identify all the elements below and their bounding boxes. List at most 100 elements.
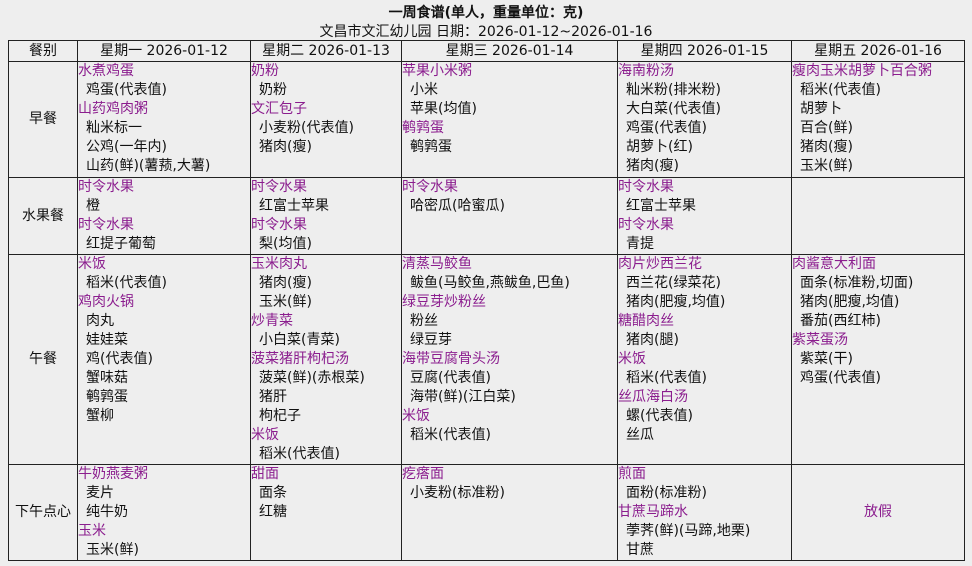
ingredient-item: 奶粉 [259,82,287,98]
dish-name: 时令水果 [78,217,134,233]
dish-name: 牛奶燕麦粥 [78,466,148,482]
holiday-label: 放假 [791,464,965,561]
dish-name: 炒青菜 [251,313,293,329]
dish-name: 瘦肉玉米胡萝卜百合粥 [792,63,932,79]
dish-name: 玉米肉丸 [251,256,307,272]
ingredient-item: 蟹味菇 [86,370,128,386]
menu-cell: 水煮鸡蛋 鸡蛋(代表值) 山药鸡肉粥 籼米标一 公鸡(一年内) 山药(鲜)(薯蓣,大薯) [77,61,251,178]
meal-row: 早餐 水煮鸡蛋 鸡蛋(代表值) 山药鸡肉粥 籼米标一 公鸡(一年内) 山药(鲜)(薯蓣,大薯… [8,61,965,178]
ingredient-item: 麦片 [86,485,114,501]
ingredient-item: 鸡蛋(代表值) [626,120,707,136]
dish-name: 肉片炒西兰花 [618,256,702,272]
ingredient-item: 玉米(鲜) [800,158,853,174]
ingredient-item: 玉米(鲜) [86,542,139,558]
ingredient-item: 小麦粉(代表值) [259,120,354,136]
day-header: 星期四 2026-01-15 [617,40,792,62]
ingredient-item: 胡萝卜 [800,101,842,117]
ingredient-item: 海带(鲜)(江白菜) [410,389,516,405]
ingredient-item: 稻米(代表值) [259,446,340,462]
menu-cell: 海南粉汤 籼米粉(排米粉) 大白菜(代表值) 鸡蛋(代表值) 胡萝卜(红) 猪肉(瘦) [617,61,792,178]
ingredient-item: 大白菜(代表值) [626,101,721,117]
dish-name: 紫菜蛋汤 [792,332,848,348]
ingredient-item: 玉米(鲜) [259,294,312,310]
ingredient-item: 猪肉(瘦) [259,139,312,155]
ingredient-item: 鸡蛋(代表值) [800,370,881,386]
dish-name: 时令水果 [618,217,674,233]
ingredient-item: 猪肉(瘦) [800,139,853,155]
dish-name: 时令水果 [78,179,134,195]
dish-name: 清蒸马鲛鱼 [402,256,472,272]
menu-cell: 时令水果哈密瓜(哈蜜瓜) [401,177,618,255]
ingredient-item: 哈密瓜(哈蜜瓜) [410,198,505,214]
menu-cell: 奶粉 奶粉 文汇包子 小麦粉(代表值) 猪肉(瘦) [250,61,402,178]
ingredient-item: 猪肉(瘦) [626,158,679,174]
day-header: 星期一 2026-01-12 [77,40,251,62]
dish-name: 米饭 [78,256,106,272]
ingredient-item: 面条(标准粉,切面) [800,275,914,291]
dish-name: 米饭 [251,427,279,443]
ingredient-item: 甘蔗 [626,542,654,558]
ingredient-item: 猪肉(肥瘦,均值) [626,294,726,310]
dish-name: 鸡肉火锅 [78,294,134,310]
menu-cell: 玉米肉丸 猪肉(瘦) 玉米(鲜) 炒青菜 小白菜(青菜) 菠菜猪肝枸杞汤 菠菜(鲜)(赤根菜… [250,254,402,465]
ingredient-item: 籼米粉(排米粉) [626,82,721,98]
dish-name: 时令水果 [251,217,307,233]
day-header: 星期二 2026-01-13 [250,40,402,62]
ingredient-item: 豆腐(代表值) [410,370,491,386]
ingredient-item: 红糖 [259,504,287,520]
ingredient-item: 猪肉(腿) [626,332,679,348]
menu-cell [791,177,965,255]
page-subtitle: 文昌市文汇幼儿园 日期：2026-01-12~2026-01-16 [319,24,653,40]
ingredient-item: 粉丝 [410,313,438,329]
ingredient-item: 鹌鹑蛋 [86,389,128,405]
weekly-menu-table: 餐别 星期一 2026-01-12 星期二 2026-01-13 星期三 202… [8,40,965,561]
ingredient-item: 梨(均值) [259,236,312,252]
dish-name: 疙瘩面 [402,466,444,482]
dish-name: 海南粉汤 [618,63,674,79]
ingredient-item: 猪肝 [259,389,287,405]
ingredient-item: 小白菜(青菜) [259,332,340,348]
dish-name: 山药鸡肉粥 [78,101,148,117]
dish-name: 肉酱意大利面 [792,256,876,272]
dish-name: 甜面 [251,466,279,482]
ingredient-item: 菠菜(鲜)(赤根菜) [259,370,365,386]
ingredient-item: 猪肉(肥瘦,均值) [800,294,900,310]
meal-row: 水果餐 时令水果橙时令水果 红提子葡萄 时令水果 红富士苹果 时令水果 梨(均值) 时令水果哈… [8,177,965,255]
ingredient-item: 籼米标一 [86,120,142,136]
ingredient-item: 纯牛奶 [86,504,128,520]
dish-name: 时令水果 [618,179,674,195]
dish-name: 玉米 [78,523,106,539]
ingredient-item: 青提 [626,236,654,252]
meal-row: 下午点心 牛奶燕麦粥 麦片 纯牛奶 玉米 玉米(鲜) 甜面 面条 红糖 疙瘩面 小麦粉(标准粉) 煎面… [8,464,965,561]
dish-name: 糖醋肉丝 [618,313,674,329]
meal-type-label: 午餐 [8,254,78,465]
dish-name: 甘蔗马蹄水 [618,504,688,520]
menu-cell: 时令水果 红富士苹果 时令水果 梨(均值) [250,177,402,255]
dish-name: 时令水果 [251,179,307,195]
ingredient-item: 番茄(西红柿) [800,313,881,329]
ingredient-item: 猪肉(瘦) [259,275,312,291]
ingredient-item: 蟹柳 [86,408,114,424]
menu-cell: 甜面面条红糖 [250,464,402,561]
ingredient-item: 鲅鱼(马鲛鱼,燕鲅鱼,巴鱼) [410,275,570,291]
ingredient-item: 百合(鲜) [800,120,853,136]
ingredient-item: 西兰花(绿菜花) [626,275,721,291]
dish-name: 绿豆芽炒粉丝 [402,294,486,310]
dish-name: 时令水果 [402,179,458,195]
ingredient-item: 苹果(均值) [410,101,477,117]
menu-cell: 肉酱意大利面 面条(标准粉,切面) 猪肉(肥瘦,均值) 番茄(西红柿) 紫菜蛋汤 紫菜(干… [791,254,965,465]
ingredient-item: 橙 [86,198,100,214]
dish-name: 奶粉 [251,63,279,79]
ingredient-item: 面粉(标准粉) [626,485,707,501]
dish-name: 丝瓜海白汤 [618,389,688,405]
ingredient-item: 丝瓜 [626,427,654,443]
menu-cell: 牛奶燕麦粥麦片纯牛奶玉米玉米(鲜) [77,464,251,561]
ingredient-item: 山药(鲜)(薯蓣,大薯) [86,158,211,174]
ingredient-item: 红富士苹果 [259,198,329,214]
dish-name: 文汇包子 [251,101,307,117]
dish-name: 鹌鹑蛋 [402,120,444,136]
day-header: 星期五 2026-01-16 [791,40,965,62]
ingredient-item: 面条 [259,485,287,501]
ingredient-item: 鹌鹑蛋 [410,139,452,155]
ingredient-item: 稻米(代表值) [800,82,881,98]
